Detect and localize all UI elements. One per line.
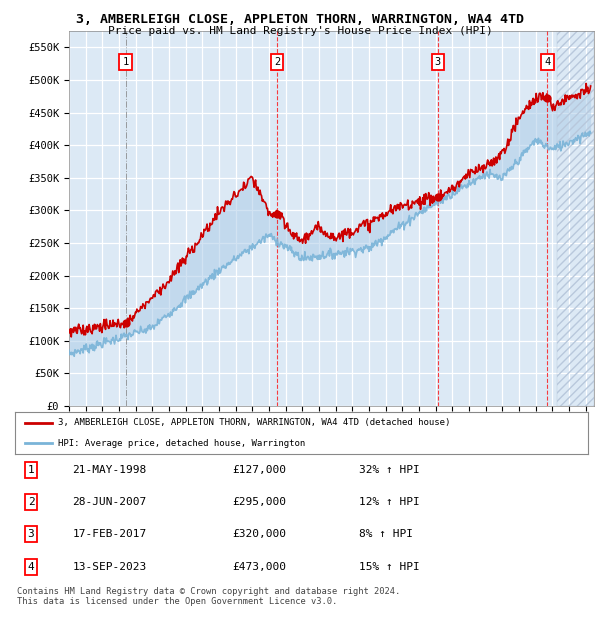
Text: Price paid vs. HM Land Registry's House Price Index (HPI): Price paid vs. HM Land Registry's House … (107, 26, 493, 36)
Text: 2: 2 (274, 57, 280, 68)
Text: 3, AMBERLEIGH CLOSE, APPLETON THORN, WARRINGTON, WA4 4TD (detached house): 3, AMBERLEIGH CLOSE, APPLETON THORN, WAR… (58, 418, 451, 427)
Text: 32% ↑ HPI: 32% ↑ HPI (359, 465, 419, 475)
Text: 1: 1 (122, 57, 128, 68)
Text: £127,000: £127,000 (233, 465, 287, 475)
Text: 12% ↑ HPI: 12% ↑ HPI (359, 497, 419, 507)
Text: 1: 1 (28, 465, 34, 475)
Text: 15% ↑ HPI: 15% ↑ HPI (359, 562, 419, 572)
Text: £473,000: £473,000 (233, 562, 287, 572)
Text: 28-JUN-2007: 28-JUN-2007 (73, 497, 146, 507)
Text: 17-FEB-2017: 17-FEB-2017 (73, 529, 146, 539)
Text: 3: 3 (28, 529, 34, 539)
Text: Contains HM Land Registry data © Crown copyright and database right 2024.
This d: Contains HM Land Registry data © Crown c… (17, 587, 400, 606)
Text: 3: 3 (434, 57, 441, 68)
Text: 21-MAY-1998: 21-MAY-1998 (73, 465, 146, 475)
Text: £295,000: £295,000 (233, 497, 287, 507)
Text: 8% ↑ HPI: 8% ↑ HPI (359, 529, 413, 539)
Text: 3, AMBERLEIGH CLOSE, APPLETON THORN, WARRINGTON, WA4 4TD: 3, AMBERLEIGH CLOSE, APPLETON THORN, WAR… (76, 13, 524, 26)
Text: £320,000: £320,000 (233, 529, 287, 539)
Text: 13-SEP-2023: 13-SEP-2023 (73, 562, 146, 572)
Text: 2: 2 (28, 497, 34, 507)
Text: HPI: Average price, detached house, Warrington: HPI: Average price, detached house, Warr… (58, 439, 305, 448)
Text: 4: 4 (28, 562, 34, 572)
Text: 4: 4 (544, 57, 551, 68)
